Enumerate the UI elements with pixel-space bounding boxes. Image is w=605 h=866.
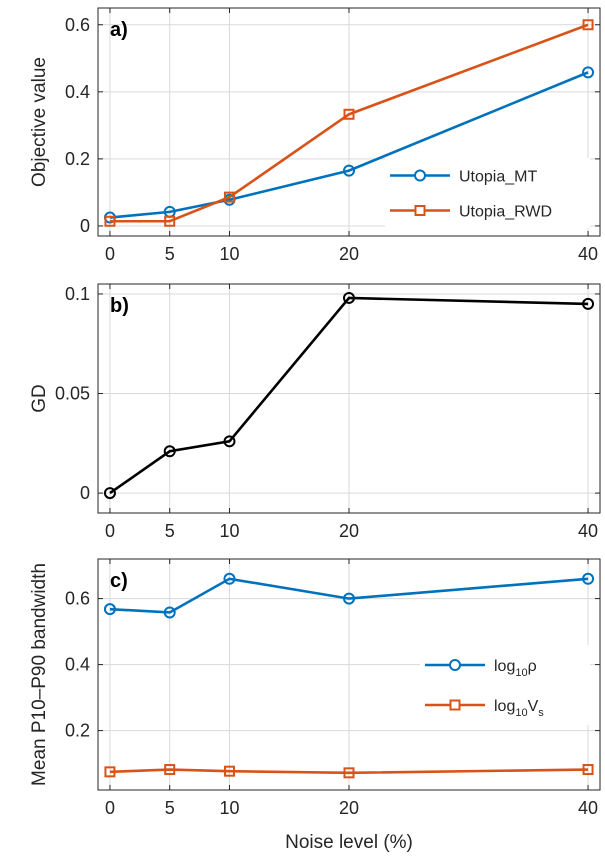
- series-line: [109, 71, 589, 219]
- legend-marker-square: [414, 205, 426, 216]
- x-tick-label: 20: [339, 244, 359, 264]
- x-tick-label: 0: [105, 521, 115, 541]
- series-1: [103, 572, 595, 619]
- data-point-circle: [582, 297, 595, 310]
- data-point-circle: [163, 606, 176, 619]
- x-tick-label: 10: [219, 798, 239, 818]
- y-axis-label: GD: [29, 384, 50, 413]
- data-point-circle: [103, 603, 116, 616]
- x-axis-label: Noise level (%): [285, 832, 413, 853]
- data-point-circle: [163, 445, 176, 458]
- legend-box: [420, 645, 590, 725]
- x-tick-label: 5: [165, 798, 175, 818]
- data-point-square: [223, 191, 235, 203]
- legend-marker-circle: [449, 659, 461, 671]
- data-point-square: [164, 764, 176, 776]
- data-point-circle: [223, 435, 236, 448]
- panel-label: b): [110, 295, 129, 317]
- y-tick-label: 0.4: [65, 655, 90, 675]
- y-tick-label: 0: [80, 216, 90, 236]
- legend-marker-square: [449, 699, 461, 711]
- panel-1: 0 5 10 20 40 0 0.2 0.4 0.6 Objective value a) Utopi…: [29, 7, 601, 264]
- panel-label: c): [110, 570, 128, 592]
- data-point-circle: [343, 164, 355, 177]
- y-tick-label: 0.05: [55, 384, 90, 404]
- y-tick-label: 0.6: [65, 15, 90, 35]
- y-tick-label: 0: [80, 483, 90, 503]
- series-line: [109, 577, 589, 614]
- panel-3: 0 5 10 20 40 0.2 0.4 0.6 Mean P10–P90 bandwidth N…: [29, 558, 601, 853]
- y-tick-label: 0.4: [65, 82, 90, 102]
- y-tick-label: 0.6: [65, 589, 90, 609]
- panel-label: a): [110, 19, 128, 41]
- series-line: [109, 23, 589, 223]
- series-line: [109, 296, 589, 495]
- legend-entry-label: Utopia_MT: [459, 169, 537, 186]
- y-tick-label: 0.2: [65, 721, 90, 741]
- legend: Utopia_MT Utopia_RWD: [385, 158, 590, 228]
- y-axis-label: Mean P10–P90 bandwidth: [29, 563, 50, 786]
- data-point-square: [343, 108, 355, 120]
- data-point-square: [223, 765, 235, 777]
- data-point-square: [104, 766, 116, 778]
- data-point-circle: [582, 66, 595, 79]
- data-point-square: [104, 215, 116, 227]
- data-point-square: [582, 19, 594, 31]
- data-point-circle: [223, 572, 236, 585]
- y-tick-label: 0.2: [65, 149, 90, 169]
- data-point-square: [164, 215, 176, 227]
- data-point-circle: [582, 572, 595, 585]
- series-line: [109, 768, 589, 775]
- series-1: [103, 291, 595, 500]
- legend-entry-label: log10ρ: [494, 658, 537, 679]
- x-tick-label: 40: [578, 798, 598, 818]
- x-tick-label: 5: [165, 521, 175, 541]
- data-point-circle: [343, 291, 355, 304]
- y-tick-label: 0.1: [65, 284, 90, 304]
- y-axis-label: Objective value: [29, 57, 50, 187]
- data-point-square: [343, 767, 355, 779]
- data-point-square: [582, 764, 594, 776]
- series-2: [104, 764, 594, 779]
- legend-entry-label: Utopia_RWD: [459, 204, 552, 221]
- x-tick-label: 40: [578, 521, 598, 541]
- x-tick-label: 20: [339, 798, 359, 818]
- legend: log10ρ log10Vs: [420, 645, 590, 725]
- data-point-circle: [343, 592, 355, 605]
- x-tick-label: 0: [105, 798, 115, 818]
- x-tick-label: 20: [339, 521, 359, 541]
- x-tick-label: 5: [165, 244, 175, 264]
- data-point-circle: [103, 487, 116, 500]
- panel-2: 0 5 10 20 40 0 0.05 0.1 GD b): [29, 283, 601, 541]
- legend-marker-circle: [414, 169, 426, 182]
- x-tick-label: 0: [105, 244, 115, 264]
- series-2: [104, 19, 594, 227]
- x-tick-label: 10: [219, 244, 239, 264]
- x-tick-label: 40: [578, 244, 598, 264]
- legend-entry-label: log10Vs: [494, 698, 544, 719]
- x-tick-label: 10: [219, 521, 239, 541]
